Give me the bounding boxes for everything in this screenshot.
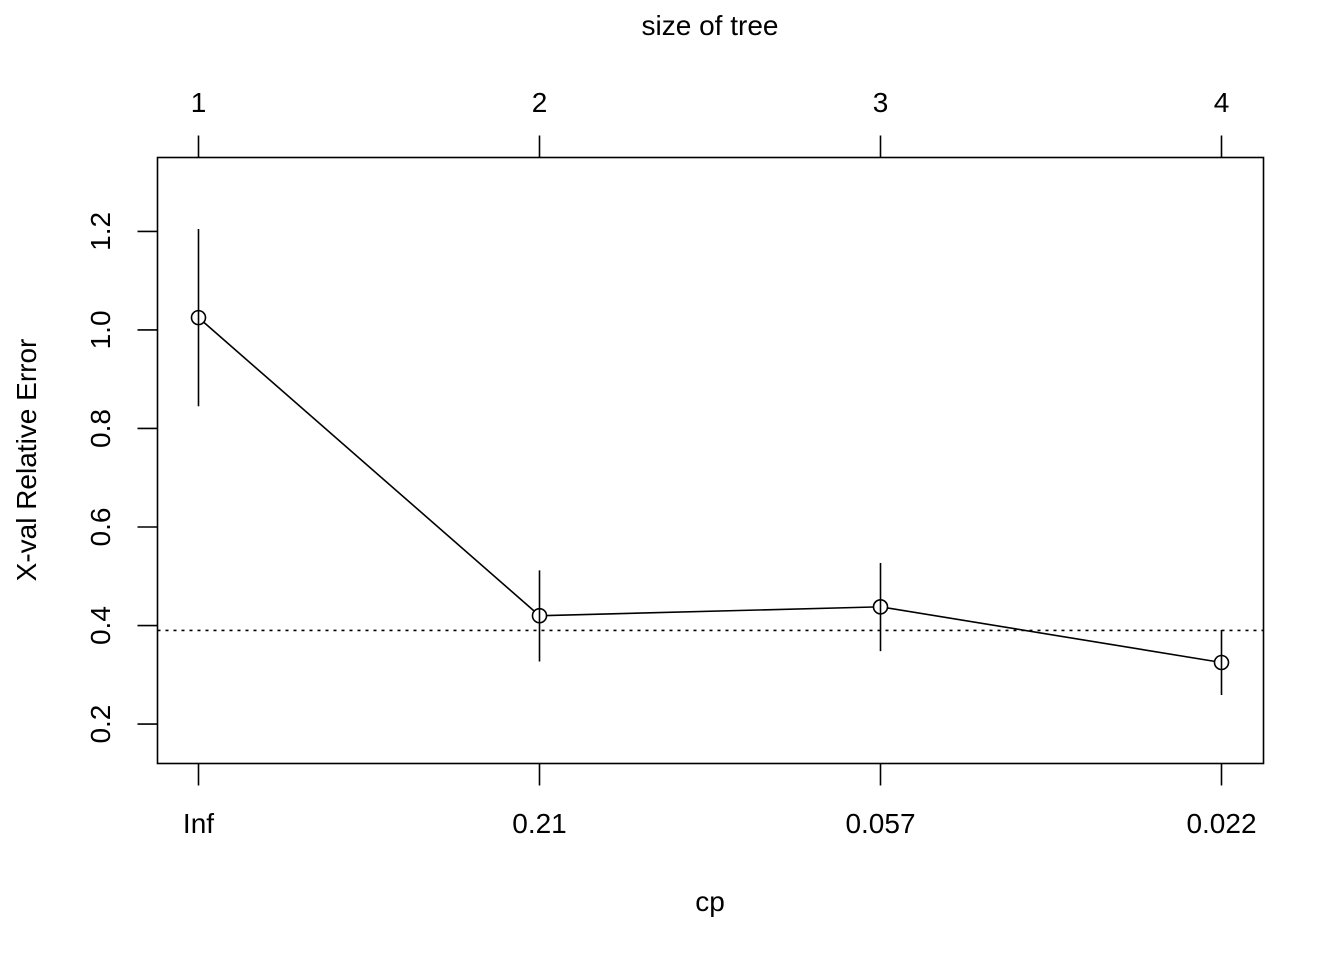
series-line-segment: [887, 607, 1215, 663]
top-tick-label: 3: [873, 87, 889, 118]
axes: Inf 0.21 0.057 0.022 1 2 3 4 0.2 0.4 0.6 0.8 1.0 1.2: [85, 87, 1257, 839]
y-tick-label: 0.4: [85, 606, 116, 645]
series-line-segment: [546, 606, 874, 617]
data-point: [531, 607, 548, 624]
y-axis-title: X-val Relative Error: [11, 339, 42, 582]
y-tick-label: 1.0: [85, 310, 116, 349]
x-tick-label: 0.057: [845, 808, 915, 839]
data-point: [1213, 654, 1230, 671]
plot-frame: [156, 156, 1265, 765]
top-tick-label: 1: [191, 87, 207, 118]
x-tick-label: 0.21: [512, 808, 567, 839]
x-tick-label: Inf: [183, 808, 214, 839]
top-axis-title: size of tree: [642, 10, 779, 41]
x-tick-label: 0.022: [1186, 808, 1256, 839]
data-point: [872, 599, 889, 615]
y-tick-label: 0.8: [85, 409, 116, 448]
y-tick-label: 0.2: [85, 705, 116, 744]
data-point: [190, 309, 207, 326]
top-tick-label: 4: [1214, 87, 1230, 118]
marks: [157, 228, 1264, 696]
y-tick-label: 1.2: [85, 212, 116, 251]
x-axis-title: cp: [695, 886, 725, 917]
top-tick-label: 2: [532, 87, 548, 118]
y-tick-label: 0.6: [85, 508, 116, 547]
series-line-segment: [203, 321, 535, 612]
